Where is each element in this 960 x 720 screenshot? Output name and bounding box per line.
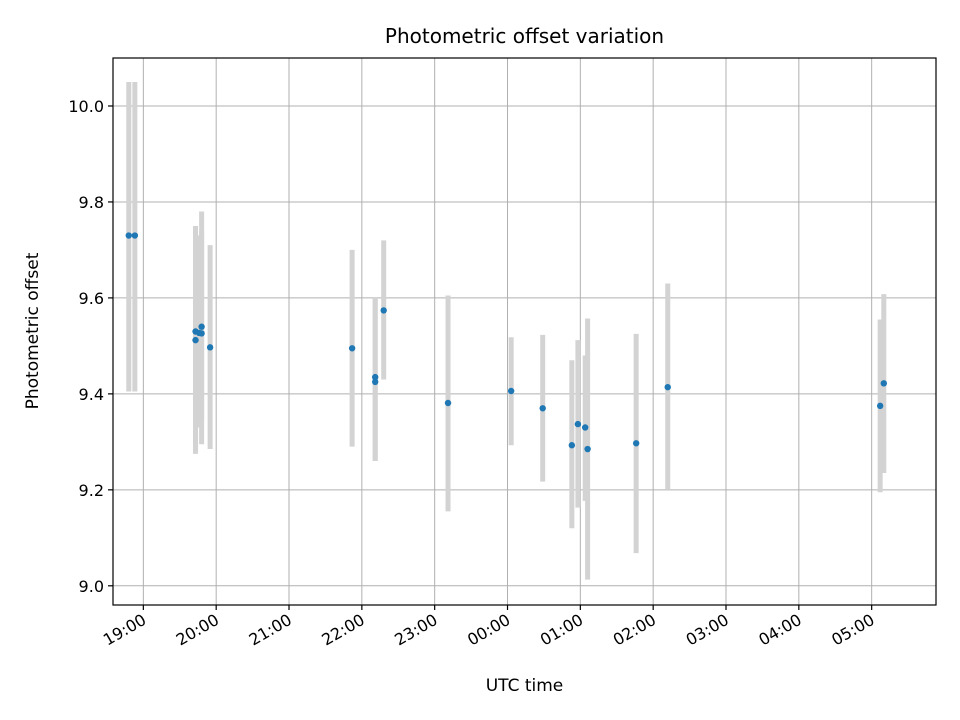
y-tick-label: 9.6	[79, 289, 104, 308]
data-point	[539, 405, 546, 412]
y-tick-label: 10.0	[68, 97, 104, 116]
x-tick-label: 01:00	[537, 610, 586, 650]
data-point	[444, 399, 452, 407]
x-tick-label: 02:00	[610, 610, 659, 650]
x-tick-label: 20:00	[173, 610, 222, 650]
data-point	[568, 442, 576, 449]
x-axis-title: UTC time	[486, 676, 564, 696]
plot-frame	[112, 57, 937, 606]
x-tick-label: 04:00	[755, 610, 804, 650]
data-point	[198, 323, 205, 330]
data-point	[584, 445, 591, 453]
x-tick-label: 22:00	[318, 610, 367, 650]
data-point	[371, 378, 379, 386]
data-point	[507, 387, 515, 395]
y-axis-title: Photometric offset	[23, 252, 43, 409]
data-point	[876, 402, 884, 410]
y-tick-label: 9.2	[79, 481, 104, 500]
x-tick-label: 23:00	[391, 610, 440, 650]
y-tick-label: 9.8	[79, 193, 104, 212]
x-tick-label: 03:00	[683, 610, 732, 650]
data-point	[192, 336, 199, 344]
data-point	[371, 373, 379, 381]
x-tick-label: 00:00	[464, 610, 513, 650]
data-point	[664, 383, 671, 391]
y-axis-ticks: 9.0 9.2 9.4 9.6 9.8 10.0	[68, 97, 113, 596]
data-points	[125, 232, 888, 453]
data-point	[206, 344, 214, 351]
data-point	[380, 307, 387, 314]
data-point	[348, 345, 356, 352]
chart-title: Photometric offset variation	[385, 24, 664, 48]
data-point	[198, 330, 205, 337]
data-point	[125, 232, 132, 239]
y-tick-label: 9.0	[79, 577, 104, 596]
x-tick-label: 21:00	[246, 610, 295, 650]
data-point	[581, 424, 589, 431]
data-point	[574, 420, 582, 428]
y-tick-label: 9.4	[79, 385, 104, 404]
data-point	[880, 380, 888, 387]
x-axis-ticks: 19:00 20:00 21:00 22:00 23:00 00:00 01:00 02:00…	[100, 605, 878, 650]
grid-lines	[113, 58, 936, 605]
error-bars	[126, 81, 887, 580]
x-tick-label: 19:00	[100, 610, 149, 650]
data-point	[131, 232, 139, 239]
x-tick-label: 05:00	[828, 610, 877, 650]
data-point	[632, 440, 640, 447]
